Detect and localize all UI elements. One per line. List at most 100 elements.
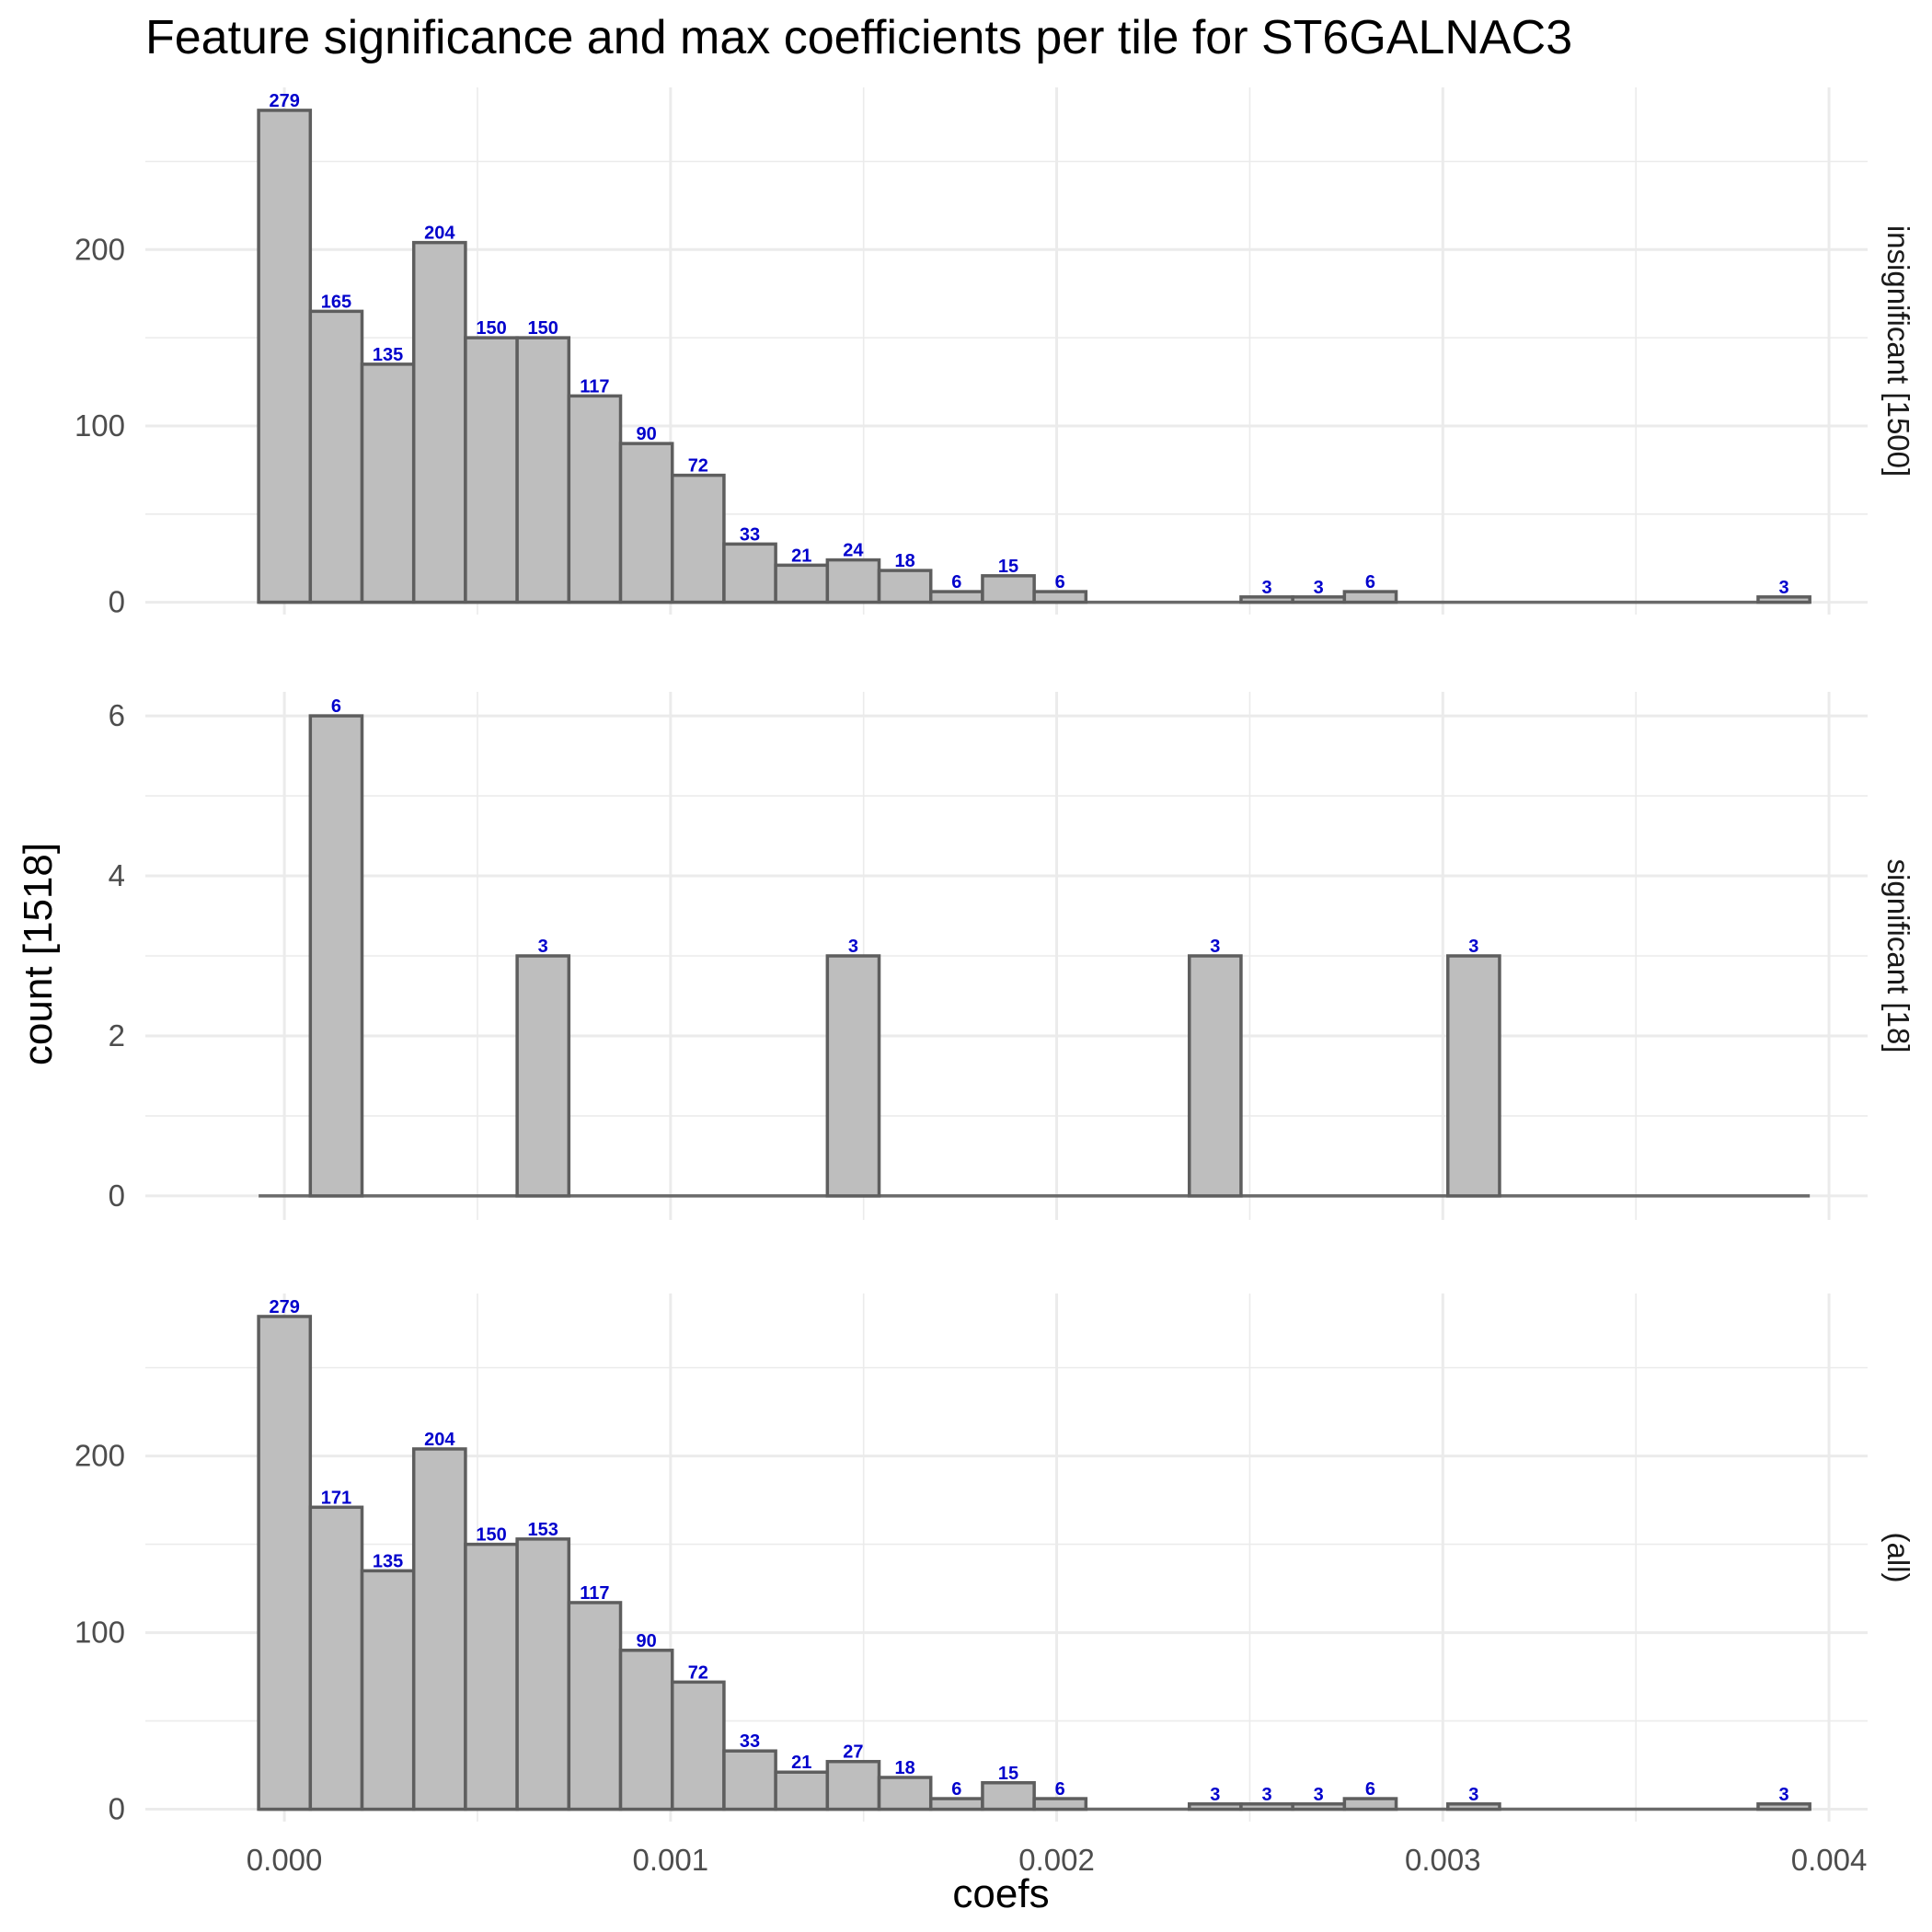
bar-count-label: 3 xyxy=(848,937,858,957)
x-tick-label: 0.001 xyxy=(633,1843,709,1877)
bar-count-label: 165 xyxy=(321,292,351,312)
bar-count-label: 135 xyxy=(373,1551,403,1571)
y-tick-label: 0 xyxy=(109,1792,125,1826)
histogram-bar xyxy=(928,1797,984,1811)
bar-count-label: 6 xyxy=(951,572,961,592)
histogram-bar xyxy=(877,569,933,604)
histogram-bar xyxy=(825,1759,881,1811)
histogram-bar xyxy=(411,240,467,604)
histogram-bar xyxy=(308,309,364,604)
y-tick-label: 2 xyxy=(109,1018,125,1052)
bar-count-label: 6 xyxy=(951,1779,961,1800)
y-tick-label: 6 xyxy=(109,698,125,732)
bar-count-label: 171 xyxy=(321,1488,351,1508)
bar-count-label: 150 xyxy=(476,318,506,339)
histogram-bar xyxy=(515,1537,571,1811)
bar-count-label: 3 xyxy=(1468,937,1478,957)
histogram-bar xyxy=(928,590,984,604)
bar-count-label: 72 xyxy=(688,456,708,477)
bar-count-label: 15 xyxy=(998,1764,1018,1784)
histogram-bar xyxy=(1032,1797,1088,1811)
histogram-bar xyxy=(670,473,726,604)
histogram-bar xyxy=(464,336,519,604)
chart-title: Feature significance and max coefficient… xyxy=(145,11,1572,64)
histogram-bar xyxy=(981,574,1036,604)
facet-strip-label: insignificant [1500] xyxy=(1881,225,1915,477)
bar-count-label: 3 xyxy=(538,937,548,957)
bar-count-label: 6 xyxy=(1365,572,1375,592)
bar-count-label: 24 xyxy=(843,541,864,561)
bar-count-label: 15 xyxy=(998,557,1018,577)
bar-count-label: 18 xyxy=(895,551,915,571)
bar-count-label: 3 xyxy=(1261,1785,1271,1805)
histogram-bar xyxy=(360,362,416,604)
bar-count-label: 3 xyxy=(1468,1785,1478,1805)
bar-count-label: 3 xyxy=(1779,1785,1789,1805)
facet-panel-1: 6 3 3 3 3 0 2 4 6 significant [18] xyxy=(109,692,1915,1220)
bar-count-label: 117 xyxy=(580,376,609,397)
bar-count-label: 153 xyxy=(528,1520,558,1540)
x-tick-label: 0.002 xyxy=(1018,1843,1095,1877)
facet-strip-label: significant [18] xyxy=(1881,859,1915,1053)
bar-count-label: 6 xyxy=(1055,1779,1065,1800)
histogram-bar xyxy=(464,1542,519,1811)
x-tick-label: 0.003 xyxy=(1405,1843,1481,1877)
histogram-bar xyxy=(774,563,830,604)
histogram-bar xyxy=(1446,1802,1501,1811)
histogram-bar xyxy=(618,442,674,604)
histogram-bar xyxy=(670,1680,726,1811)
bar-count-label: 117 xyxy=(580,1583,609,1604)
histogram-bar xyxy=(308,714,364,1198)
bar-count-label: 90 xyxy=(636,424,656,444)
bar-count-label: 18 xyxy=(895,1758,915,1778)
y-tick-label: 4 xyxy=(109,858,125,892)
bar-count-label: 3 xyxy=(1210,1785,1220,1805)
y-axis-title: count [1518] xyxy=(16,843,61,1065)
histogram-bar xyxy=(1342,590,1398,604)
histogram-bar xyxy=(1187,954,1243,1198)
bar-count-label: 27 xyxy=(843,1742,863,1763)
bar-count-label: 150 xyxy=(476,1525,506,1546)
histogram-bar xyxy=(515,954,571,1198)
bar-count-label: 33 xyxy=(740,524,760,545)
bar-count-label: 6 xyxy=(1055,572,1065,592)
bar-count-label: 21 xyxy=(791,1753,811,1773)
x-tick-label: 0.000 xyxy=(247,1843,323,1877)
histogram-bar xyxy=(1756,1802,1811,1811)
bar-count-label: 3 xyxy=(1314,578,1324,598)
bar-count-label: 279 xyxy=(270,1297,300,1317)
histogram-bar xyxy=(825,558,881,604)
bar-count-label: 3 xyxy=(1779,578,1789,598)
bar-count-label: 150 xyxy=(528,318,558,339)
histogram-bar xyxy=(308,1505,364,1811)
facet-strip-label: (all) xyxy=(1881,1533,1915,1583)
bar-count-label: 6 xyxy=(1365,1779,1375,1800)
histogram-bar xyxy=(618,1649,674,1811)
bar-count-label: 3 xyxy=(1261,578,1271,598)
histogram-bar xyxy=(1756,595,1811,604)
bar-count-label: 90 xyxy=(636,1631,656,1651)
y-tick-label: 200 xyxy=(75,1439,125,1473)
histogram-bar xyxy=(360,1569,416,1811)
bar-count-label: 135 xyxy=(373,345,403,365)
bar-count-label: 204 xyxy=(424,224,455,244)
bar-count-label: 3 xyxy=(1314,1785,1324,1805)
histogram-bar xyxy=(722,542,777,604)
histogram-bar xyxy=(1342,1797,1398,1811)
y-tick-label: 0 xyxy=(109,585,125,619)
histogram-bar xyxy=(774,1770,830,1811)
histogram-bar xyxy=(1032,590,1088,604)
y-tick-label: 0 xyxy=(109,1179,125,1213)
histogram-bar xyxy=(567,394,623,604)
bar-count-label: 3 xyxy=(1210,937,1220,957)
bar-count-label: 21 xyxy=(791,546,811,566)
histogram-bar xyxy=(411,1447,467,1811)
histogram-bar xyxy=(567,1601,623,1811)
bar-count-label: 204 xyxy=(424,1430,455,1450)
bar-count-label: 33 xyxy=(740,1731,760,1752)
bar-count-label: 279 xyxy=(270,91,300,111)
